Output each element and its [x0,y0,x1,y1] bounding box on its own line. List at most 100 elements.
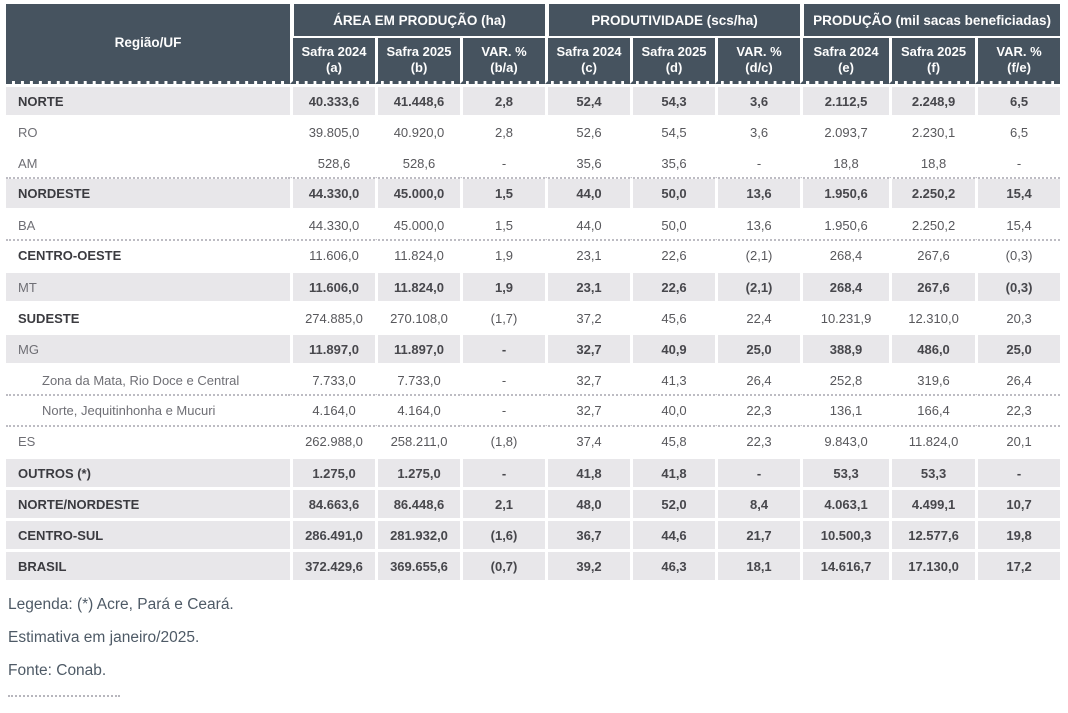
col-header-line2: (c) [581,59,597,75]
value-cell: 52,6 [545,115,631,146]
value-cell: 2,8 [460,84,546,115]
value-cell: 86.448,6 [375,487,460,518]
region-label: CENTRO-SUL [6,518,290,549]
col-header-var-dc: VAR. % (d/c) [715,38,801,84]
value-cell: 20,1 [975,425,1061,456]
value-cell: 32,7 [545,363,631,394]
value-cell: 18,1 [715,549,801,580]
value-cell: 45,8 [630,425,716,456]
value-cell: 26,4 [715,363,801,394]
table-row: SUDESTE 274.885,0 270.108,0 (1,7) 37,2 45,6 2… [6,301,1061,332]
value-cell: 274.885,0 [290,301,375,332]
table-row: OUTROS (*) 1.275,0 1.275,0-41,8 41,8-53,3 5… [6,456,1061,487]
col-header-line1: Safra 2025 [386,43,452,59]
value-cell: 286.491,0 [290,518,375,549]
value-cell: 4.063,1 [800,487,890,518]
value-cell: 41.448,6 [375,84,460,115]
value-cell: - [715,146,801,177]
region-label: RO [6,115,290,146]
value-cell: 268,4 [800,270,890,301]
value-cell: 18,8 [800,146,890,177]
value-cell: (2,1) [715,270,801,301]
value-cell: - [460,456,546,487]
col-header-line2: (b) [410,59,428,75]
value-cell: 252,8 [800,363,890,394]
value-cell: (0,3) [975,270,1061,301]
value-cell: 41,8 [545,456,631,487]
value-cell: 10.231,9 [800,301,890,332]
value-cell: - [715,456,801,487]
value-cell: 10.500,3 [800,518,890,549]
region-label: BRASIL [6,549,290,580]
table-footer: Legenda: (*) Acre, Pará e Ceará. Estimat… [8,596,1068,697]
table-row: NORDESTE 44.330,0 45.000,0 1,5 44,0 50,0 13,6… [6,177,1061,208]
value-cell: 6,5 [975,84,1061,115]
value-cell: 39,2 [545,549,631,580]
value-cell: 270.108,0 [375,301,460,332]
value-cell: 45,6 [630,301,716,332]
value-cell: 319,6 [889,363,976,394]
col-header-safra-2024-a: Safra 2024 (a) [290,38,375,84]
value-cell: 44.330,0 [290,208,375,239]
value-cell: 1.950,6 [800,208,890,239]
region-label: Zona da Mata, Rio Doce e Central [6,363,290,394]
col-header-safra-2025-d: Safra 2025 (d) [630,38,716,84]
col-header-line2: (b/a) [490,59,518,75]
table-header: Região/UF ÁREA EM PRODUÇÃO (ha) PRODUTIV… [6,4,1061,84]
table-row: CENTRO-OESTE 11.606,0 11.824,0 1,9 23,1 22,6… [6,239,1061,270]
value-cell: 20,3 [975,301,1061,332]
value-cell: 50,0 [630,208,716,239]
value-cell: 268,4 [800,239,890,270]
value-cell: 2.230,1 [889,115,976,146]
col-header-line1: VAR. % [481,43,527,59]
region-label: Norte, Jequitinhonha e Mucuri [6,394,290,425]
value-cell: 9.843,0 [800,425,890,456]
value-cell: 44,0 [545,177,631,208]
region-label: MG [6,332,290,363]
value-cell: 53,3 [800,456,890,487]
value-cell: 1.950,6 [800,177,890,208]
value-cell: - [460,332,546,363]
value-cell: 4.164,0 [375,394,460,425]
value-cell: 40,9 [630,332,716,363]
value-cell: 388,9 [800,332,890,363]
value-cell: 11.824,0 [375,270,460,301]
value-cell: 25,0 [975,332,1061,363]
value-cell: 44,6 [630,518,716,549]
table-row: MT 11.606,0 11.824,0 1,9 23,1 22,6 (2,1) 268,4… [6,270,1061,301]
col-header-safra-2025-b: Safra 2025 (b) [375,38,460,84]
value-cell: 40.920,0 [375,115,460,146]
col-header-line1: Safra 2024 [813,43,879,59]
value-cell: 8,4 [715,487,801,518]
value-cell: 166,4 [889,394,976,425]
value-cell: 11.824,0 [889,425,976,456]
value-cell: 2.250,2 [889,177,976,208]
value-cell: 17,2 [975,549,1061,580]
value-cell: 84.663,6 [290,487,375,518]
region-label: NORTE/NORDESTE [6,487,290,518]
value-cell: 22,6 [630,270,716,301]
value-cell: 22,6 [630,239,716,270]
region-label: NORTE [6,84,290,115]
value-cell: 44,0 [545,208,631,239]
table-row: MG 11.897,0 11.897,0-32,7 40,9 25,0 388,9 486… [6,332,1061,363]
value-cell: 1,5 [460,208,546,239]
value-cell: 54,3 [630,84,716,115]
value-cell: 41,8 [630,456,716,487]
value-cell: 15,4 [975,177,1061,208]
value-cell: 14.616,7 [800,549,890,580]
value-cell: 3,6 [715,84,801,115]
value-cell: 50,0 [630,177,716,208]
value-cell: 13,6 [715,208,801,239]
value-cell: (0,3) [975,239,1061,270]
value-cell: 32,7 [545,332,631,363]
value-cell: (1,8) [460,425,546,456]
value-cell: 19,8 [975,518,1061,549]
value-cell: 39.805,0 [290,115,375,146]
value-cell: 22,3 [715,394,801,425]
value-cell: 6,5 [975,115,1061,146]
value-cell: 13,6 [715,177,801,208]
col-header-line1: Safra 2024 [301,43,367,59]
value-cell: 2.112,5 [800,84,890,115]
coffee-production-table: Região/UF ÁREA EM PRODUÇÃO (ha) PRODUTIV… [6,4,1061,580]
